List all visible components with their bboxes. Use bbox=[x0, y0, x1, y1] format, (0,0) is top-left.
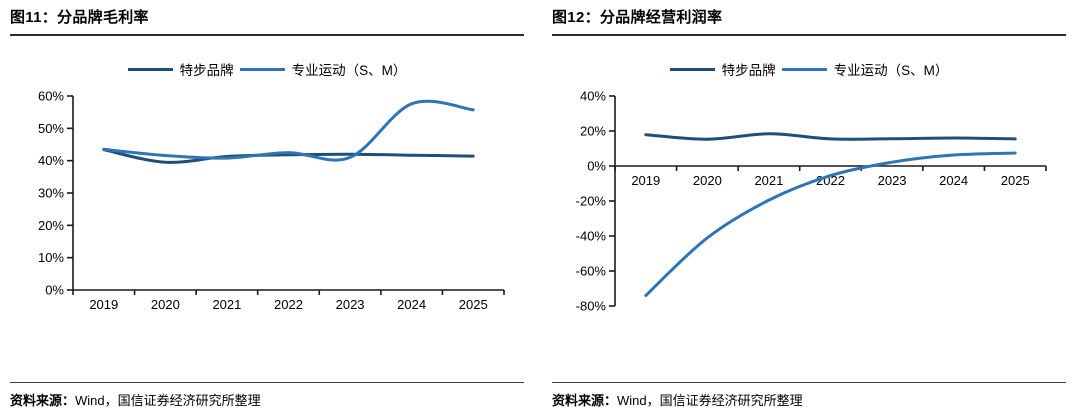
legend-label-1: 专业运动（S、M） bbox=[291, 63, 407, 78]
x-category-label: 2020 bbox=[151, 297, 180, 312]
operating-margin-line-chart: 40%20%0%-20%-40%-60%-80%2019 2020 2021 2022… bbox=[576, 89, 1047, 314]
source-note-prefix: 资料来源： bbox=[10, 393, 76, 408]
x-category-label: 2025 bbox=[1001, 173, 1030, 188]
legend-label-1: 专业运动（S、M） bbox=[833, 63, 949, 78]
x-category-label: 2019 bbox=[631, 173, 660, 188]
x-category-label: 2024 bbox=[397, 297, 426, 312]
y-tick-label: 60% bbox=[38, 89, 64, 104]
legend-gross-margin: 特步品牌 专业运动（S、M） bbox=[10, 60, 524, 78]
axis-labels: 40%20%0%-20%-40%-60%-80%2019 2020 2021 2022… bbox=[576, 89, 1030, 314]
source-note: 资料来源：Wind，国信证券经济研究所整理 bbox=[552, 383, 1066, 413]
legend-item-0: 特步品牌 bbox=[127, 59, 234, 79]
x-category-label: 2023 bbox=[336, 297, 365, 312]
source-divider bbox=[552, 382, 1066, 383]
spacer bbox=[552, 325, 1066, 382]
legend-item-1: 专业运动（S、M） bbox=[239, 59, 407, 79]
title-underline bbox=[552, 34, 1066, 36]
legend-line-swatch-1 bbox=[781, 67, 827, 71]
gross-margin-line-chart: 60% 50% 40% 30% 20% 10% 0% 2019 2020 2021 2022 2023… bbox=[38, 89, 505, 313]
x-category-label: 2025 bbox=[459, 297, 488, 312]
x-category-label: 2020 bbox=[693, 173, 722, 188]
title-underline bbox=[10, 34, 524, 36]
y-tick-label: 50% bbox=[38, 121, 64, 136]
series-line-0 bbox=[102, 148, 475, 164]
panel-gross-margin: 图11：分品牌毛利率 特步品牌 专业运动（S、M） 60% 50% 40% 30% 20%… bbox=[10, 5, 524, 413]
axes bbox=[67, 95, 505, 295]
y-tick-label: 20% bbox=[38, 218, 64, 233]
source-divider bbox=[10, 382, 524, 383]
x-category-label: 2022 bbox=[274, 297, 303, 312]
x-category-label: 2023 bbox=[878, 173, 907, 188]
series-line-0 bbox=[644, 132, 1017, 141]
y-tick-label: 0% bbox=[45, 283, 64, 298]
legend-item-0: 特步品牌 bbox=[669, 59, 776, 79]
panel-operating-margin: 图12：分品牌经营利润率 特步品牌 专业运动（S、M） 40% 20% 0% -20% -… bbox=[552, 5, 1066, 413]
series-line-1 bbox=[644, 151, 1017, 297]
legend-line-swatch-0 bbox=[669, 67, 715, 71]
x-category-label: 2024 bbox=[939, 173, 968, 188]
x-category-label: 2021 bbox=[754, 173, 783, 188]
legend-line-swatch-0 bbox=[127, 67, 173, 71]
series-line-1 bbox=[102, 99, 475, 162]
y-tick-label: -60% bbox=[576, 264, 607, 279]
axes bbox=[609, 95, 1047, 307]
y-tick-label: -80% bbox=[576, 299, 607, 314]
source-note-prefix: 资料来源： bbox=[552, 393, 618, 408]
y-tick-label: 40% bbox=[580, 89, 606, 104]
x-category-label: 2019 bbox=[89, 297, 118, 312]
chart-title-operating-margin: 图12：分品牌经营利润率 bbox=[552, 9, 723, 26]
legend-line-swatch-1 bbox=[239, 67, 285, 71]
y-tick-label: 20% bbox=[580, 124, 606, 139]
legend-operating-margin: 特步品牌 专业运动（S、M） bbox=[552, 60, 1066, 78]
legend-item-1: 专业运动（S、M） bbox=[781, 59, 949, 79]
legend-label-0: 特步品牌 bbox=[721, 63, 776, 78]
spacer bbox=[10, 325, 524, 382]
legend-label-0: 特步品牌 bbox=[179, 63, 234, 78]
y-tick-label: 10% bbox=[38, 250, 64, 265]
source-note-text: Wind，国信证券经济研究所整理 bbox=[617, 393, 803, 408]
y-tick-label: 30% bbox=[38, 186, 64, 201]
chart-title-gross-margin: 图11：分品牌毛利率 bbox=[10, 9, 149, 26]
y-tick-label: -40% bbox=[576, 229, 607, 244]
source-note-text: Wind，国信证券经济研究所整理 bbox=[75, 393, 261, 408]
y-tick-label: -20% bbox=[576, 194, 607, 209]
axis-labels: 60% 50% 40% 30% 20% 10% 0% 2019 2020 2021 2022 2023… bbox=[38, 89, 488, 313]
y-tick-label: 0% bbox=[587, 159, 606, 174]
y-tick-label: 40% bbox=[38, 153, 64, 168]
x-category-label: 2021 bbox=[212, 297, 241, 312]
source-note: 资料来源：Wind，国信证券经济研究所整理 bbox=[10, 383, 524, 413]
